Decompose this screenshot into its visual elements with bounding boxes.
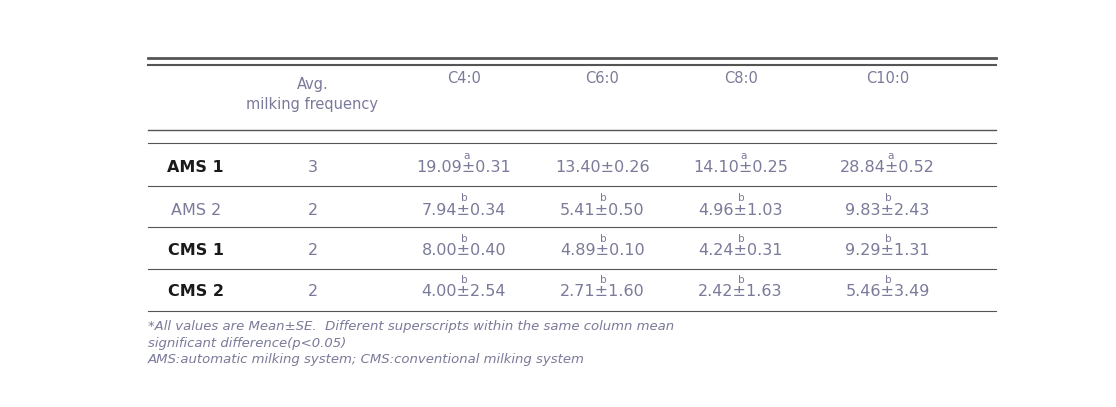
Text: b: b: [599, 275, 606, 285]
Text: 4.00±2.54: 4.00±2.54: [422, 284, 506, 299]
Text: b: b: [885, 234, 892, 244]
Text: b: b: [738, 193, 744, 204]
Text: 2: 2: [307, 243, 318, 258]
Text: 2.71±1.60: 2.71±1.60: [560, 284, 645, 299]
Text: significant difference(p<0.05): significant difference(p<0.05): [148, 337, 346, 350]
Text: 13.40±0.26: 13.40±0.26: [555, 160, 650, 175]
Text: b: b: [885, 193, 892, 204]
Text: CMS 1: CMS 1: [167, 243, 223, 258]
Text: b: b: [461, 275, 468, 285]
Text: 2: 2: [307, 284, 318, 299]
Text: *All values are Mean±SE.  Different superscripts within the same column mean: *All values are Mean±SE. Different super…: [148, 319, 674, 333]
Text: b: b: [599, 234, 606, 244]
Text: b: b: [461, 234, 468, 244]
Text: AMS 1: AMS 1: [167, 160, 224, 175]
Text: 7.94±0.34: 7.94±0.34: [422, 203, 506, 218]
Text: 4.24±0.31: 4.24±0.31: [699, 243, 782, 258]
Text: AMS 2: AMS 2: [171, 203, 221, 218]
Text: C4:0: C4:0: [446, 71, 481, 86]
Text: b: b: [738, 234, 744, 244]
Text: 3: 3: [308, 160, 317, 175]
Text: b: b: [738, 275, 744, 285]
Text: CMS 2: CMS 2: [167, 284, 223, 299]
Text: 9.83±2.43: 9.83±2.43: [846, 203, 930, 218]
Text: b: b: [885, 275, 892, 285]
Text: C6:0: C6:0: [585, 71, 619, 86]
Text: 19.09±0.31: 19.09±0.31: [416, 160, 511, 175]
Text: b: b: [599, 193, 606, 204]
Text: 28.84±0.52: 28.84±0.52: [840, 160, 935, 175]
Text: 8.00±0.40: 8.00±0.40: [422, 243, 507, 258]
Text: a: a: [741, 151, 747, 161]
Text: C8:0: C8:0: [723, 71, 758, 86]
Text: b: b: [461, 193, 468, 204]
Text: Avg.
milking frequency: Avg. milking frequency: [247, 77, 378, 112]
Text: 9.29±1.31: 9.29±1.31: [845, 243, 930, 258]
Text: 2.42±1.63: 2.42±1.63: [699, 284, 782, 299]
Text: 14.10±0.25: 14.10±0.25: [693, 160, 788, 175]
Text: a: a: [887, 151, 894, 161]
Text: 4.96±1.03: 4.96±1.03: [699, 203, 782, 218]
Text: 5.46±3.49: 5.46±3.49: [846, 284, 930, 299]
Text: a: a: [464, 151, 470, 161]
Text: C10:0: C10:0: [866, 71, 910, 86]
Text: 2: 2: [307, 203, 318, 218]
Text: AMS:automatic milking system; CMS:conventional milking system: AMS:automatic milking system; CMS:conven…: [148, 352, 585, 365]
Text: 4.89±0.10: 4.89±0.10: [560, 243, 645, 258]
Text: 5.41±0.50: 5.41±0.50: [560, 203, 645, 218]
